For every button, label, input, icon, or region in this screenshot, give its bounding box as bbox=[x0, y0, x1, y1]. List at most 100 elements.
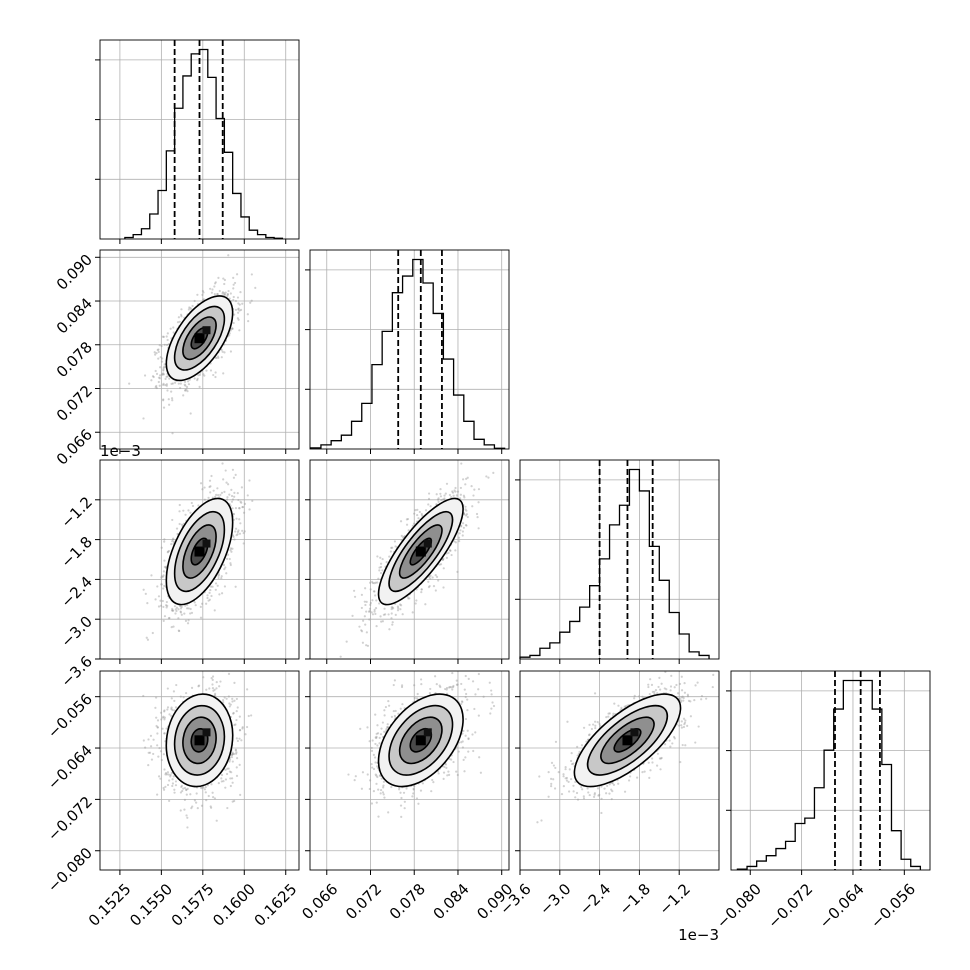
sample-point bbox=[172, 331, 175, 334]
sample-point bbox=[237, 308, 240, 311]
sample-point bbox=[221, 462, 224, 465]
sample-point bbox=[240, 501, 243, 504]
sample-point bbox=[452, 494, 455, 497]
sample-point bbox=[464, 483, 467, 486]
sample-point bbox=[230, 488, 233, 491]
sample-point bbox=[223, 282, 226, 286]
sample-point bbox=[163, 363, 166, 366]
sample-point bbox=[170, 697, 173, 700]
sample-point bbox=[179, 607, 183, 610]
sample-point bbox=[205, 602, 208, 605]
sample-point bbox=[492, 471, 495, 475]
sample-point bbox=[170, 609, 174, 612]
sample-point bbox=[218, 593, 221, 596]
sample-point bbox=[216, 584, 219, 587]
sample-point bbox=[231, 760, 234, 763]
sample-point bbox=[379, 571, 383, 575]
sample-point bbox=[190, 501, 193, 505]
sample-point bbox=[235, 273, 239, 276]
sample-point bbox=[234, 308, 238, 311]
sample-point bbox=[232, 298, 235, 302]
sample-point bbox=[187, 607, 190, 610]
sample-point bbox=[460, 524, 463, 527]
sample-point bbox=[179, 610, 182, 613]
sample-point bbox=[167, 617, 171, 620]
sample-point bbox=[160, 718, 163, 721]
sample-point bbox=[171, 432, 174, 435]
sample-point bbox=[428, 584, 431, 588]
sample-point bbox=[160, 344, 163, 348]
sample-point bbox=[236, 296, 240, 299]
sample-point bbox=[451, 491, 455, 494]
sample-point bbox=[185, 385, 189, 389]
sample-point bbox=[231, 498, 235, 501]
sample-point bbox=[237, 318, 240, 321]
sample-point bbox=[368, 609, 371, 613]
density-peak bbox=[202, 326, 211, 335]
sample-point bbox=[179, 313, 183, 316]
density-peak bbox=[202, 539, 211, 548]
sample-point bbox=[180, 315, 183, 318]
sample-point bbox=[420, 591, 423, 594]
sample-point bbox=[434, 589, 437, 592]
sample-point bbox=[226, 294, 229, 297]
sample-point bbox=[210, 677, 213, 680]
sample-point bbox=[147, 764, 150, 767]
sample-point bbox=[180, 785, 183, 789]
sample-point bbox=[447, 551, 450, 554]
sample-point bbox=[151, 375, 155, 378]
sample-point bbox=[379, 615, 382, 618]
sample-point bbox=[226, 292, 229, 296]
sample-point bbox=[458, 532, 461, 535]
sample-point bbox=[177, 617, 180, 620]
sample-point bbox=[171, 540, 174, 543]
sample-point bbox=[363, 600, 366, 603]
sample-point bbox=[210, 594, 213, 598]
sample-point bbox=[373, 608, 376, 612]
sample-point bbox=[237, 529, 240, 532]
sample-point bbox=[175, 609, 178, 613]
sample-point bbox=[200, 787, 203, 790]
sample-point bbox=[376, 555, 379, 558]
sample-point bbox=[427, 503, 430, 506]
sample-point bbox=[166, 338, 169, 342]
sample-point bbox=[183, 612, 186, 615]
sample-point bbox=[216, 292, 219, 296]
density-peak bbox=[423, 539, 432, 548]
sample-point bbox=[369, 588, 372, 591]
sample-point bbox=[214, 281, 217, 284]
sample-point bbox=[191, 504, 195, 508]
sample-point bbox=[158, 344, 161, 347]
sample-point bbox=[227, 672, 231, 675]
sample-point bbox=[161, 575, 165, 578]
sample-point bbox=[460, 462, 463, 465]
sample-point bbox=[228, 493, 231, 496]
sample-point bbox=[227, 289, 230, 293]
scatter-panel-0-1 bbox=[99, 249, 300, 450]
sample-point bbox=[177, 608, 180, 611]
sample-point bbox=[202, 786, 205, 789]
sample-point bbox=[218, 685, 221, 688]
sample-point bbox=[463, 513, 466, 516]
sample-point bbox=[176, 532, 179, 536]
sample-point bbox=[232, 283, 235, 286]
sample-point bbox=[165, 343, 169, 347]
sample-point bbox=[160, 583, 163, 586]
sample-point bbox=[238, 737, 241, 740]
sample-point bbox=[195, 801, 198, 804]
sample-point bbox=[235, 697, 238, 701]
sample-point bbox=[159, 604, 163, 607]
sample-point bbox=[387, 613, 390, 616]
sample-point bbox=[184, 389, 187, 392]
sample-point bbox=[184, 384, 187, 387]
sample-point bbox=[187, 383, 191, 386]
sample-point bbox=[237, 498, 240, 502]
sample-point bbox=[162, 398, 165, 401]
sample-point bbox=[166, 551, 169, 554]
sample-point bbox=[185, 788, 188, 792]
sample-point bbox=[237, 302, 240, 305]
sample-point bbox=[188, 306, 191, 309]
sample-point bbox=[205, 799, 208, 802]
sample-point bbox=[156, 348, 159, 352]
sample-point bbox=[206, 596, 209, 600]
